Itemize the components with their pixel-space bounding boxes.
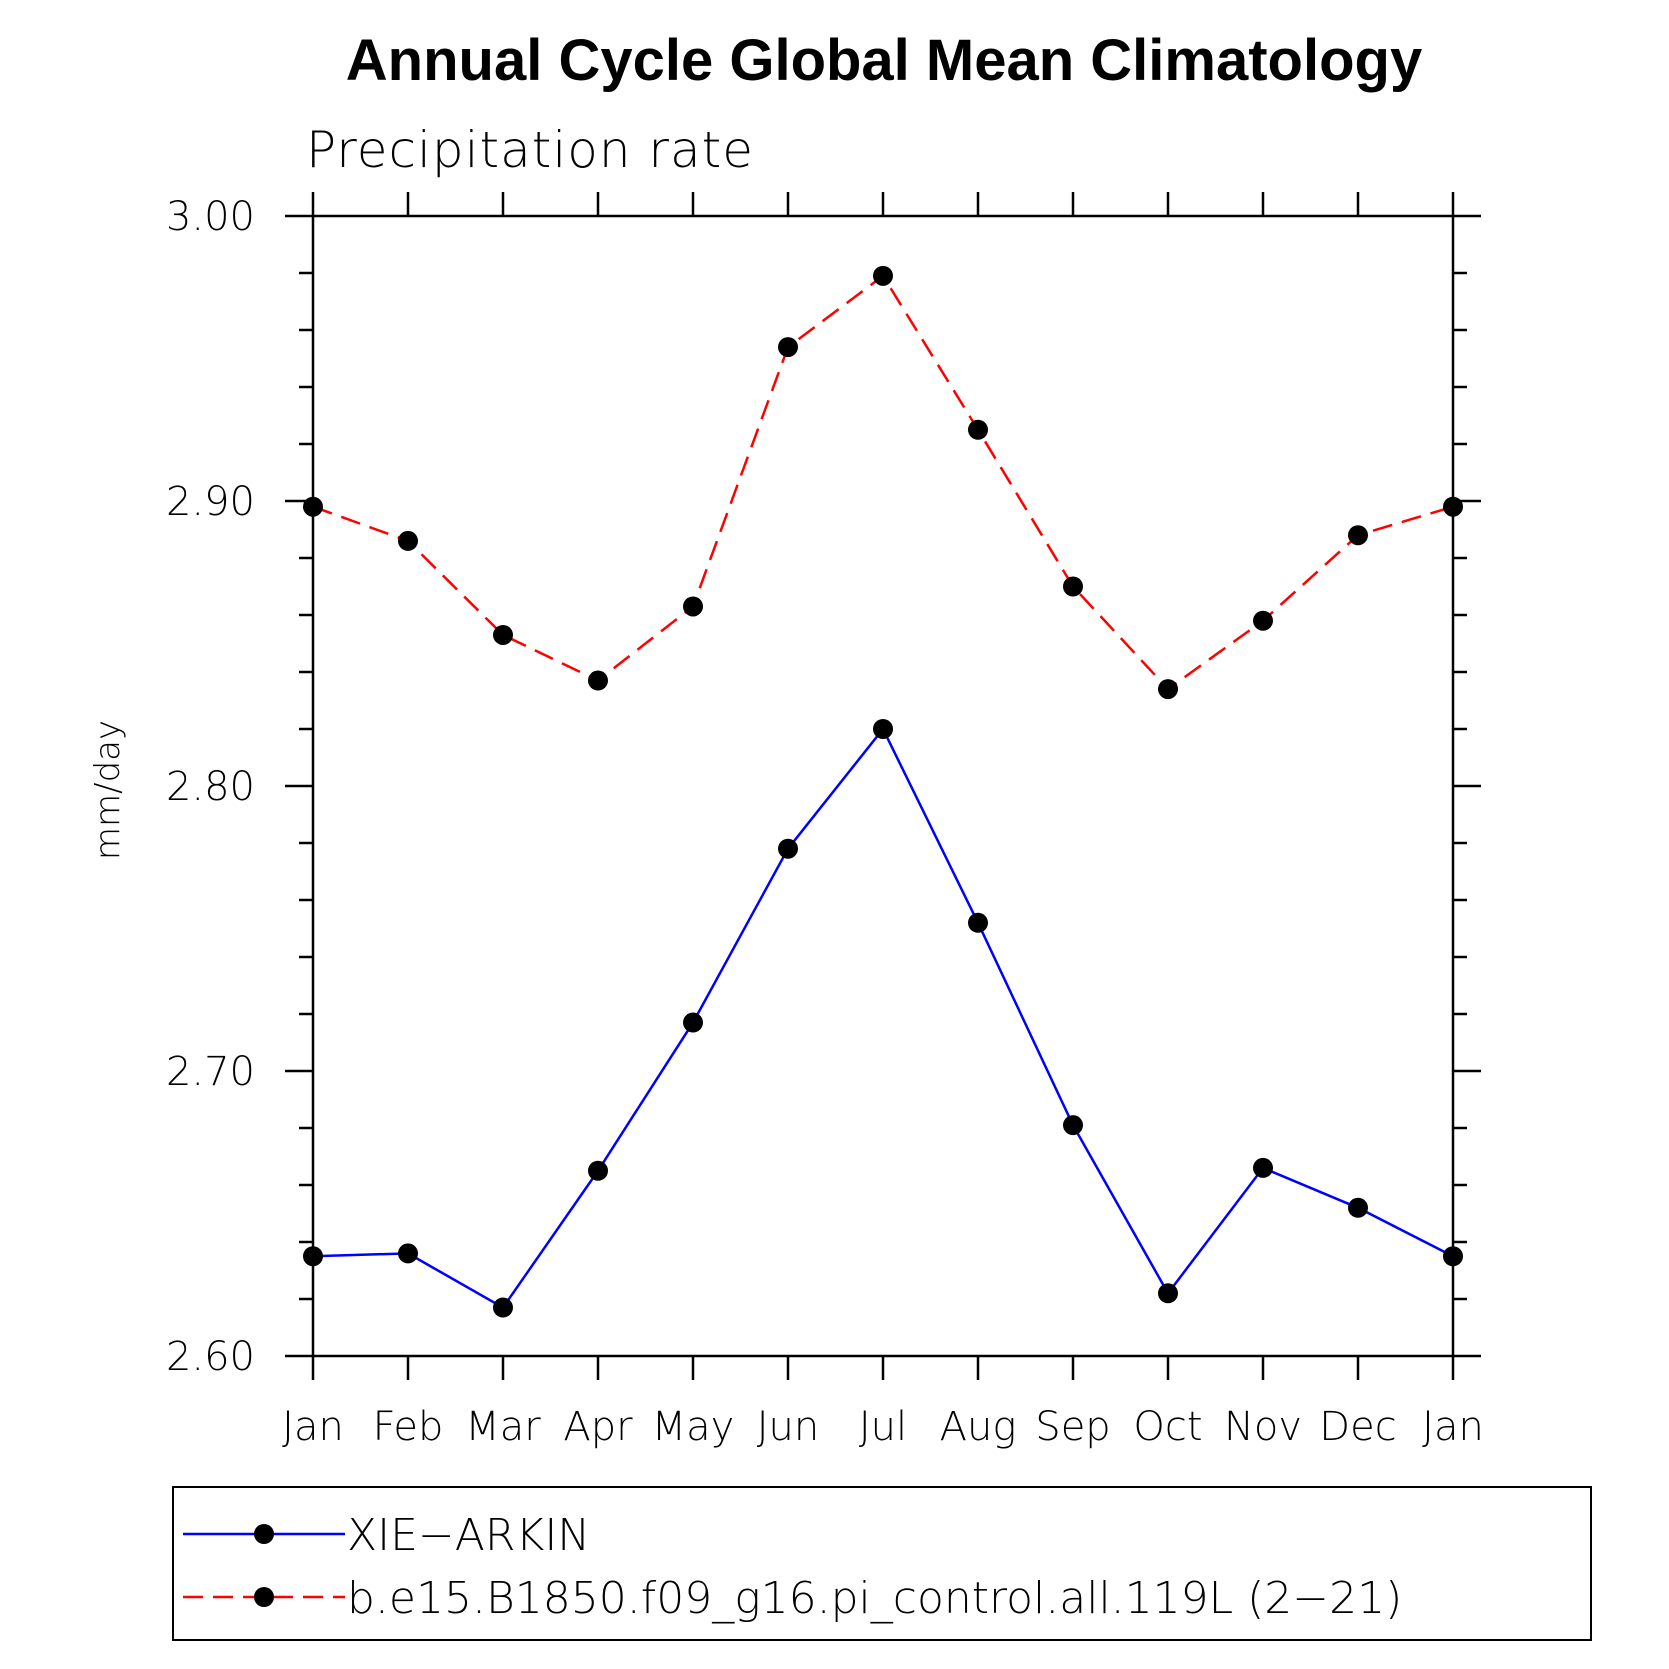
x-tick-label: Dec [1319, 1404, 1396, 1450]
x-tick-label: Jan [1422, 1404, 1484, 1450]
x-tick-label: Jun [757, 1404, 820, 1450]
x-tick-label: Nov [1224, 1404, 1302, 1450]
data-point [1253, 610, 1273, 631]
y-tick-label: 2.70 [166, 1049, 255, 1095]
x-tick-label: Oct [1133, 1404, 1202, 1450]
data-point [1063, 576, 1083, 597]
y-tick-label: 2.60 [166, 1334, 255, 1380]
data-point [588, 670, 608, 691]
legend-entries: XIE−ARKIN b.e15.B1850.f09_g16.pi_control.… [183, 1510, 1402, 1624]
legend-marker-0 [254, 1524, 274, 1544]
data-point [1253, 1157, 1273, 1178]
legend-label-1: b.e15.B1850.f09_g16.pi_control.all.119L … [347, 1573, 1402, 1624]
data-point [1443, 1246, 1463, 1267]
data-point [1348, 525, 1368, 546]
series-line-1 [312, 274, 1454, 691]
legend: XIE−ARKIN b.e15.B1850.f09_g16.pi_control.… [172, 1486, 1592, 1641]
y-tick-label: 2.80 [166, 764, 255, 810]
chart-title: Annual Cycle Global Mean Climatology [346, 28, 1422, 93]
x-tick-label: Apr [563, 1404, 633, 1450]
x-tick-label: Aug [940, 1404, 1017, 1450]
data-point [683, 596, 703, 617]
x-tick-label: Mar [465, 1404, 541, 1450]
x-tick-label: Sep [1035, 1404, 1110, 1450]
data-point [588, 1160, 608, 1181]
y-tick-label: 2.90 [166, 479, 255, 525]
y-tick-label: 3.00 [166, 194, 255, 240]
data-point [1443, 496, 1463, 517]
data-point [303, 1246, 323, 1267]
data-point [683, 1012, 703, 1033]
plot-frame [311, 214, 1455, 1358]
data-point [1063, 1115, 1083, 1136]
x-tick-label: Jul [859, 1404, 907, 1450]
data-point [1348, 1197, 1368, 1218]
x-tick-label: May [652, 1404, 735, 1450]
data-point [968, 419, 988, 440]
y-axis-label: mm/day [88, 720, 128, 860]
series-lines [312, 274, 1454, 1310]
data-point [398, 1243, 418, 1264]
data-point [303, 496, 323, 517]
data-point [873, 719, 893, 739]
data-point [493, 1297, 513, 1318]
data-point [873, 265, 893, 286]
data-point [493, 624, 513, 645]
series-points [303, 265, 1463, 1318]
series-line-0 [312, 726, 1454, 1310]
data-point [968, 912, 988, 933]
data-point [778, 337, 798, 358]
legend-box [172, 1486, 1592, 1641]
x-tick-labels: Jan Feb Mar Apr May Jun Jul Aug Sep Oct Nov Dec Jan [282, 1404, 1484, 1450]
data-point [1158, 679, 1178, 700]
legend-label-0: XIE−ARKIN [347, 1510, 590, 1561]
data-point [1158, 1283, 1178, 1304]
axis-ticks [285, 192, 1481, 1380]
y-tick-labels: 2.60 2.70 2.80 2.90 3.00 [166, 194, 255, 1380]
x-tick-label: Jan [282, 1404, 344, 1450]
x-tick-label: Feb [373, 1404, 444, 1450]
chart-subtitle: Precipitation rate [306, 121, 754, 179]
legend-marker-1 [254, 1587, 274, 1607]
data-point [778, 838, 798, 859]
data-point [398, 530, 418, 551]
